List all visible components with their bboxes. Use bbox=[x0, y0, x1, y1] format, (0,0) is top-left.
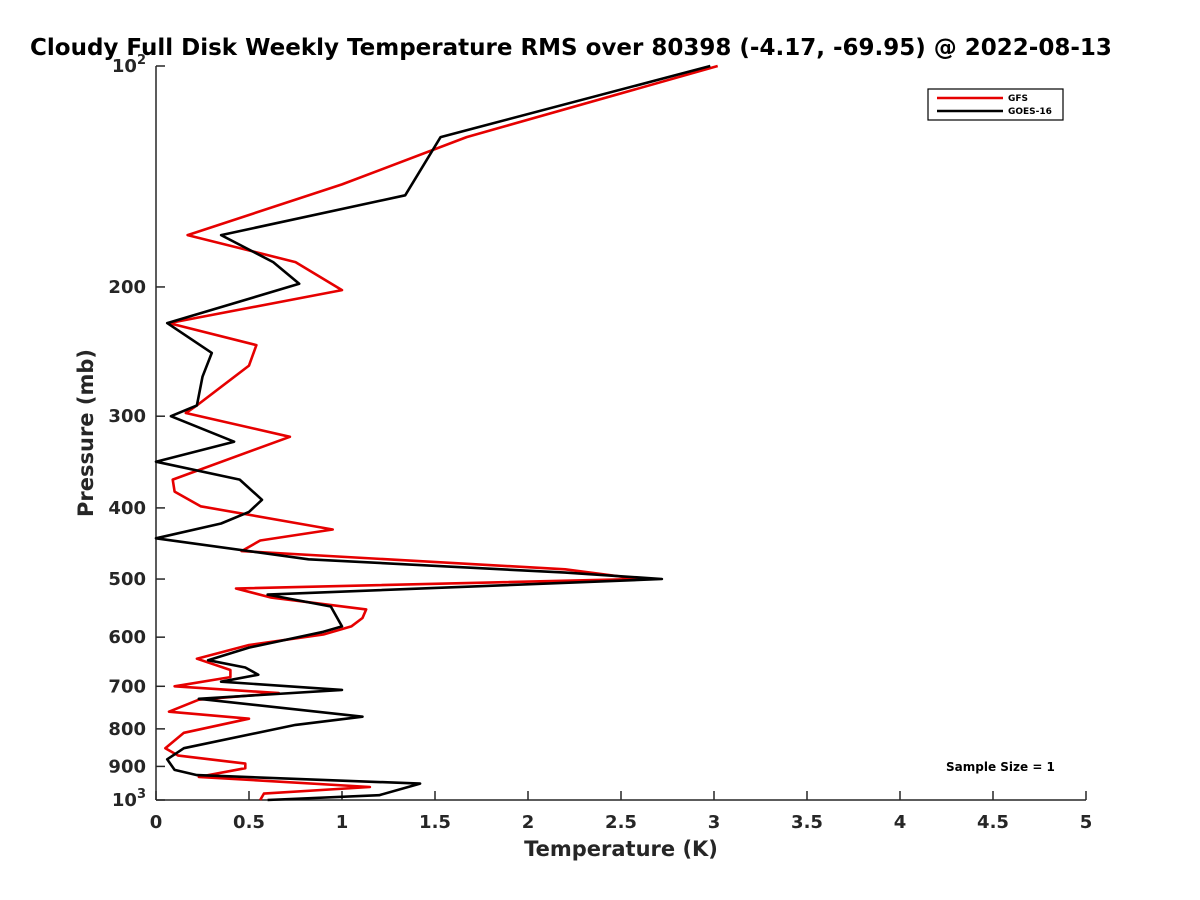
series-lines bbox=[154, 64, 719, 802]
x-tick-label: 1 bbox=[336, 812, 349, 833]
y-tick-label: 500 bbox=[108, 569, 146, 590]
x-tick-label: 2.5 bbox=[605, 812, 637, 833]
x-tick-label: 4 bbox=[894, 812, 907, 833]
x-axis-label: Temperature (K) bbox=[524, 837, 718, 861]
y-tick-label: 400 bbox=[108, 498, 146, 519]
x-tick-label: 0.5 bbox=[233, 812, 265, 833]
chart-title: Cloudy Full Disk Weekly Temperature RMS … bbox=[30, 35, 1112, 61]
y-tick-label: 700 bbox=[108, 676, 146, 697]
y-tick-label: 102 bbox=[112, 53, 146, 77]
y-tick-label: 600 bbox=[108, 627, 146, 648]
x-tick-label: 4.5 bbox=[977, 812, 1009, 833]
x-tick-label: 0 bbox=[150, 812, 163, 833]
x-tick-label: 3 bbox=[708, 812, 721, 833]
x-tick-label: 3.5 bbox=[791, 812, 823, 833]
series-line-goes-16 bbox=[154, 64, 711, 802]
y-axis-label: Pressure (mb) bbox=[74, 349, 98, 517]
y-tick-label: 800 bbox=[108, 719, 146, 740]
x-tick-label: 2 bbox=[522, 812, 535, 833]
y-ticks: 102 200 300 400 500 600 700 800 900 103 bbox=[108, 53, 165, 811]
legend-label-gfs: GFS bbox=[1008, 94, 1028, 104]
legend-label-goes16: GOES-16 bbox=[1008, 107, 1052, 117]
legend-box bbox=[927, 88, 1064, 121]
y-tick-label: 900 bbox=[108, 756, 146, 777]
sample-size-annotation: Sample Size = 1 bbox=[946, 760, 1055, 774]
x-ticks: 0 0.5 1 1.5 2 2.5 3 3.5 4 4.5 5 bbox=[150, 791, 1093, 833]
x-tick-label: 5 bbox=[1080, 812, 1093, 833]
y-tick-label: 103 bbox=[112, 787, 146, 811]
x-tick-label: 1.5 bbox=[419, 812, 451, 833]
y-tick-label: 300 bbox=[108, 406, 146, 427]
y-tick-label: 200 bbox=[108, 277, 146, 298]
legend: GFS GOES-16 bbox=[927, 88, 1064, 121]
